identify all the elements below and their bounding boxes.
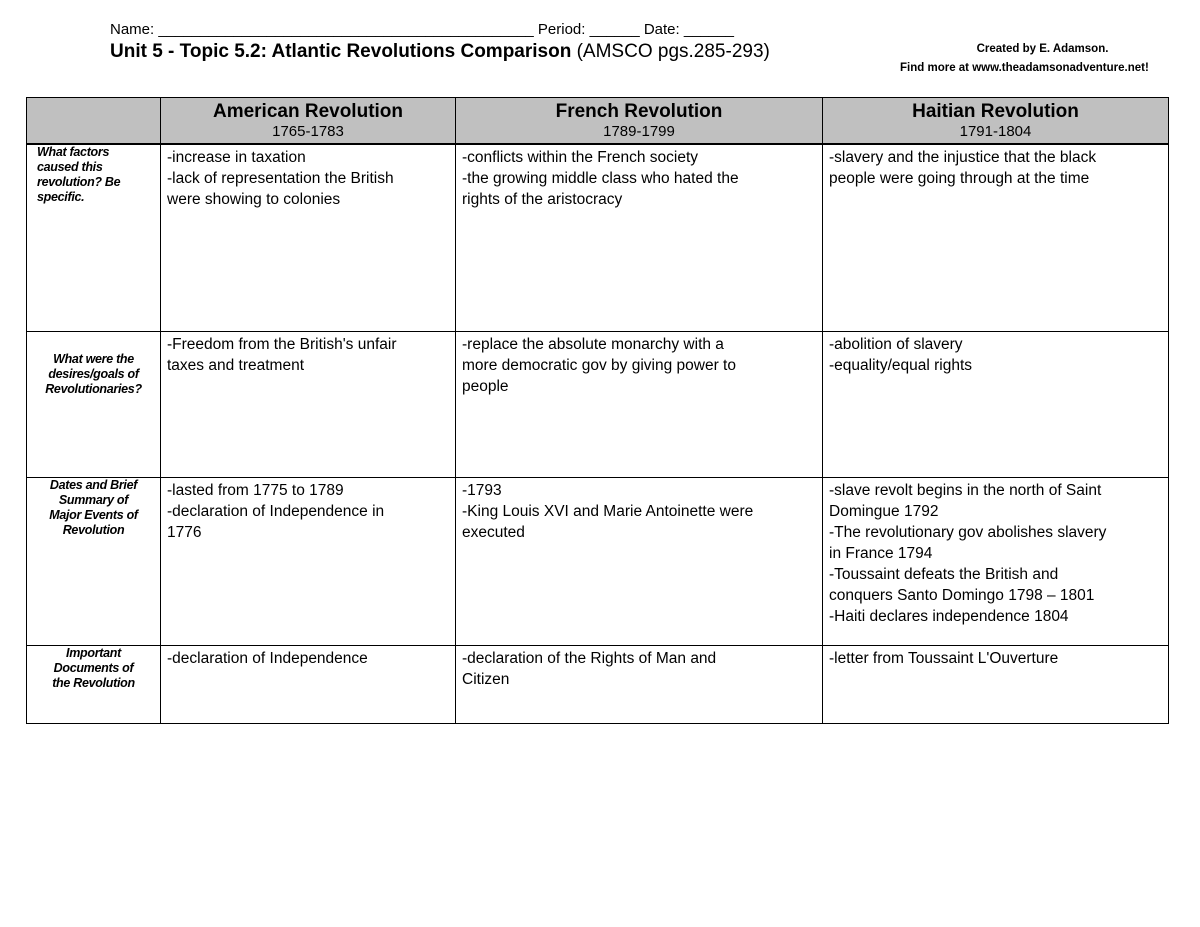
row-question: Important Documents of the Revolution <box>26 644 161 724</box>
question-line: Major Events of <box>49 507 138 522</box>
column-header: Haitian Revolution 1791-1804 <box>822 97 1169 145</box>
answer-cell: -slavery and the injustice that the blac… <box>822 143 1169 332</box>
answer-cell: -increase in taxation -lack of representa… <box>160 143 456 332</box>
answer-line: taxes and treatment <box>167 356 304 374</box>
answer-line: -replace the absolute monarchy with a <box>462 335 724 353</box>
answer-line: Citizen <box>462 670 510 688</box>
answer-line: -letter from Toussaint L'Ouverture <box>829 649 1059 667</box>
comparison-table: American Revolution 1765-1783 French Revol… <box>26 97 1169 724</box>
revolution-name: American Revolution <box>212 101 404 122</box>
answer-cell: -1793 -King Louis XVI and Marie Antoinett… <box>455 476 823 646</box>
question-line: Revolution <box>62 522 125 537</box>
answer-cell: -declaration of the Rights of Man and Cit… <box>455 644 823 724</box>
question-line: What factors <box>37 145 110 159</box>
answer-line: -conflicts within the French society <box>462 149 699 166</box>
answer-line: -equality/equal rights <box>829 356 973 374</box>
question-line: desires/goals of <box>48 366 139 381</box>
row-question: What factors caused this revolution? Be spe… <box>26 143 161 332</box>
answer-cell: -letter from Toussaint L'Ouverture <box>822 644 1169 724</box>
table-row: Dates and Brief Summary of Major Events of… <box>26 476 1169 646</box>
answer-line: -declaration of the Rights of Man and <box>462 649 717 667</box>
revolution-years: 1791-1804 <box>959 123 1032 140</box>
column-header: American Revolution 1765-1783 <box>160 97 456 145</box>
answer-line: were showing to colonies <box>167 191 341 208</box>
answer-line: -slavery and the injustice that the blac… <box>829 149 1097 166</box>
question-line: What were the <box>53 351 134 366</box>
row-question: What were the desires/goals of Revolutiona… <box>26 330 161 478</box>
answer-cell: -declaration of Independence <box>160 644 456 724</box>
answer-line: -The revolutionary gov abolishes slavery <box>829 523 1107 541</box>
answer-cell: -Freedom from the British's unfair taxes … <box>160 330 456 478</box>
answer-line: -declaration of Independence in <box>167 502 385 520</box>
page-title: Unit 5 - Topic 5.2: Atlantic Revolutions… <box>110 41 770 63</box>
answer-line: -the growing middle class who hated the <box>462 170 739 187</box>
answer-line: -declaration of Independence <box>167 649 368 667</box>
revolution-years: 1789-1799 <box>603 123 675 140</box>
credit-website: Find more at www.theadamsonadventure.net… <box>900 62 1149 74</box>
question-line: the Revolution <box>52 675 135 690</box>
answer-cell: -abolition of slavery -equality/equal rig… <box>822 330 1169 478</box>
question-line: caused this <box>37 160 103 174</box>
answer-line: Domingue 1792 <box>829 502 939 520</box>
name-period-date-line: Name: __________________________________… <box>110 21 734 38</box>
revolution-name: French Revolution <box>555 101 723 122</box>
revolution-name: Haitian Revolution <box>912 101 1079 122</box>
answer-line: -increase in taxation <box>167 149 306 166</box>
answer-line: executed <box>462 523 525 541</box>
question-line: revolution? Be <box>37 175 121 189</box>
table-row: Important Documents of the Revolution -decl… <box>26 644 1169 724</box>
revolution-years: 1765-1783 <box>272 123 344 140</box>
question-line: specific. <box>37 190 85 204</box>
answer-line: -King Louis XVI and Marie Antoinette wer… <box>462 502 754 520</box>
answer-line: -Toussaint defeats the British and <box>829 565 1059 583</box>
question-line: Revolutionaries? <box>45 381 142 396</box>
answer-line: 1776 <box>167 523 202 541</box>
answer-cell: -lasted from 1775 to 1789 -declaration of… <box>160 476 456 646</box>
answer-line: people <box>462 377 509 395</box>
table-row: What factors caused this revolution? Be spe… <box>26 143 1169 332</box>
answer-line: more democratic gov by giving power to <box>462 356 736 374</box>
answer-cell: -replace the absolute monarchy with a mor… <box>455 330 823 478</box>
answer-cell: -conflicts within the French society -the… <box>455 143 823 332</box>
column-header: French Revolution 1789-1799 <box>455 97 823 145</box>
credit: Created by E. Adamson. Find more at www.… <box>900 40 1185 78</box>
title-main: Unit 5 - Topic 5.2: Atlantic Revolutions… <box>110 41 572 62</box>
row-question: Dates and Brief Summary of Major Events of… <box>26 476 161 646</box>
table-row: What were the desires/goals of Revolutiona… <box>26 330 1169 478</box>
answer-line: -abolition of slavery <box>829 335 963 353</box>
question-line: Dates and Brief <box>49 477 138 492</box>
answer-line: -Haiti declares independence 1804 <box>829 607 1069 625</box>
answer-line: -Freedom from the British's unfair <box>167 335 397 353</box>
title-pages: (AMSCO pgs.285-293) <box>571 41 770 62</box>
answer-line: -slave revolt begins in the north of Sai… <box>829 481 1102 499</box>
answer-line: people were going through at the time <box>829 170 1090 187</box>
answer-line: in France 1794 <box>829 544 933 562</box>
answer-line: -1793 <box>462 481 502 499</box>
question-line: Important <box>66 645 121 660</box>
answer-line: -lack of representation the British <box>167 170 394 187</box>
corner-cell <box>26 97 161 145</box>
answer-line: conquers Santo Domingo 1798 – 1801 <box>829 586 1095 604</box>
answer-cell: -slave revolt begins in the north of Sai… <box>822 476 1169 646</box>
question-line: Documents of <box>53 660 134 675</box>
question-line: Summary of <box>58 492 129 507</box>
answer-line: -lasted from 1775 to 1789 <box>167 481 344 499</box>
credit-author: Created by E. Adamson. <box>976 43 1109 55</box>
answer-line: rights of the aristocracy <box>462 191 623 208</box>
